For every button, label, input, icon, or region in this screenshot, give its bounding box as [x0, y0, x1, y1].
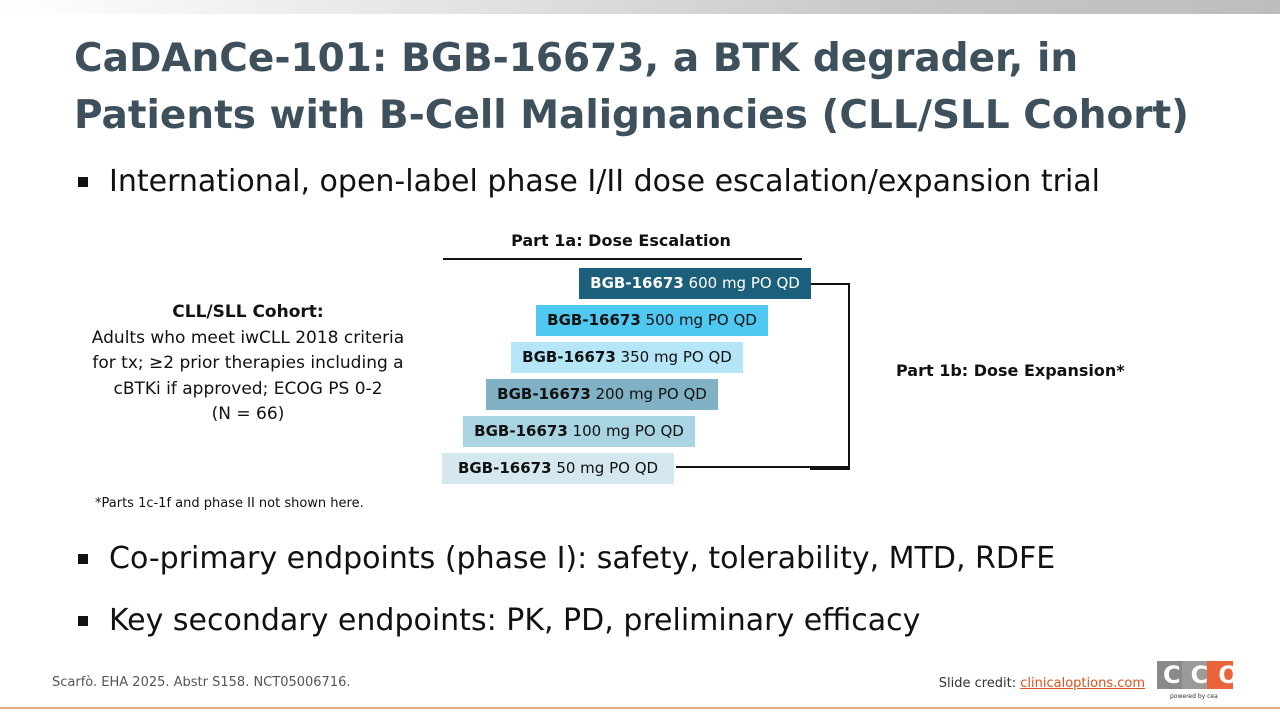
- footnote: *Parts 1c-1f and phase II not shown here…: [95, 496, 364, 511]
- expansion-label: Part 1b: Dose Expansion*: [896, 361, 1125, 380]
- drug-name: BGB-16673: [457, 459, 552, 477]
- cohort-line: for tx; ≥2 prior therapies including a: [92, 353, 404, 373]
- drug-name: BGB-16673: [474, 422, 568, 440]
- bracket: [810, 283, 850, 470]
- dose-box: BGB-16673 350 mg PO QD: [511, 342, 743, 373]
- bullet: Co-primary endpoints (phase I): safety, …: [78, 541, 1055, 576]
- dose-text: 600 mg PO QD: [688, 274, 800, 292]
- drug-name: BGB-16673: [497, 385, 591, 403]
- dose-box: BGB-16673 200 mg PO QD: [486, 379, 718, 410]
- dose-box: BGB-16673 50 mg PO QD: [442, 453, 674, 484]
- credit: Slide credit: clinicaloptions.com: [939, 676, 1145, 691]
- dose-box: BGB-16673 100 mg PO QD: [463, 416, 695, 447]
- credit-link[interactable]: clinicaloptions.com: [1020, 676, 1145, 691]
- citation: Scarfò. EHA 2025. Abstr S158. NCT0500671…: [52, 675, 351, 690]
- dose-text: 200 mg PO QD: [595, 385, 707, 403]
- credit-label: Slide credit:: [938, 676, 1017, 691]
- title: CaDAnCe-101: BGB-16673, a BTK degrader, …: [74, 36, 1189, 138]
- bullet-text: Key secondary endpoints: PK, PD, prelimi…: [109, 603, 921, 638]
- escalation-label: Part 1a: Dose Escalation: [511, 231, 731, 250]
- bottom-line: [0, 707, 1280, 709]
- drug-name: BGB-16673: [522, 348, 616, 366]
- bracket-line: [676, 466, 850, 468]
- bullet: Key secondary endpoints: PK, PD, prelimi…: [78, 603, 920, 638]
- logo-tagline: powered by cea: [1170, 693, 1218, 700]
- dose-text: 350 mg PO QD: [620, 348, 732, 366]
- escalation-line: [443, 258, 802, 260]
- cohort-line: cBTKi if approved; ECOG PS 0-2: [113, 378, 383, 399]
- dose-text: 500 mg PO QD: [645, 311, 757, 329]
- cohort-box: CLL/SLL Cohort: Adults who meet iwCLL 20…: [78, 300, 418, 428]
- dose-box: BGB-16673 500 mg PO QD: [536, 305, 768, 336]
- cohort-line: (N = 66): [211, 404, 285, 424]
- top-bar: [0, 0, 1280, 14]
- dose-text: 50 mg PO QD: [556, 459, 659, 477]
- bullet: International, open-label phase I/II dos…: [78, 164, 1100, 199]
- logo: CCO: [1157, 661, 1239, 689]
- bullet-text: International, open-label phase I/II dos…: [109, 164, 1100, 199]
- dose-text: 100 mg PO QD: [572, 422, 684, 440]
- cohort-line: Adults who meet iwCLL 2018 criteria: [91, 327, 405, 348]
- drug-name: BGB-16673: [547, 311, 641, 329]
- cohort-title: CLL/SLL Cohort:: [172, 302, 324, 322]
- drug-name: BGB-16673: [590, 274, 684, 292]
- bullet-text: Co-primary endpoints (phase I): safety, …: [109, 541, 1056, 576]
- dose-box: BGB-16673 600 mg PO QD: [579, 268, 811, 299]
